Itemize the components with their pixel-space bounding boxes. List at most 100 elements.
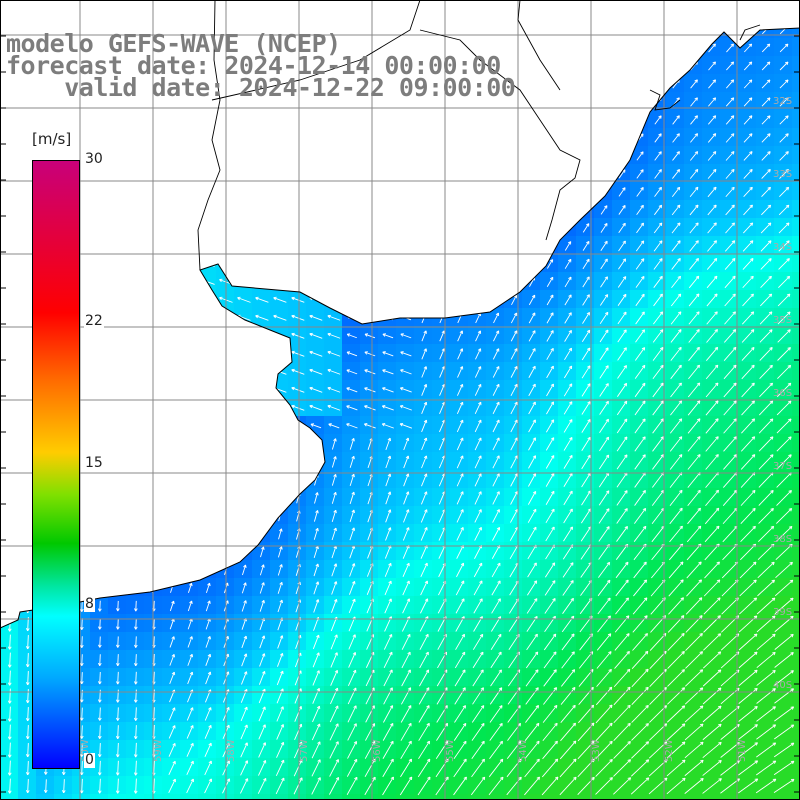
wind-arrow	[688, 275, 700, 289]
speed-cell	[612, 380, 631, 399]
speed-cell	[666, 758, 685, 777]
speed-cell	[288, 776, 307, 795]
speed-cell	[162, 794, 181, 800]
latitude-label: 38S	[773, 534, 792, 545]
longitude-label: 57W	[299, 739, 310, 762]
speed-cell	[738, 326, 757, 345]
wind-arrow	[636, 204, 644, 215]
wind-arrow	[742, 275, 754, 289]
speed-cell	[648, 686, 667, 705]
speed-cell	[594, 200, 613, 219]
speed-cell	[540, 488, 559, 507]
speed-cell	[594, 794, 613, 800]
speed-cell	[792, 380, 800, 399]
wind-arrow	[779, 61, 789, 71]
speed-cell	[0, 776, 19, 795]
speed-cell	[432, 704, 451, 723]
wind-arrow	[599, 294, 609, 306]
speed-cell	[774, 182, 793, 201]
speed-cell	[198, 794, 217, 800]
speed-cell	[540, 524, 559, 543]
speed-cell	[684, 578, 703, 597]
speed-cell	[774, 164, 793, 183]
speed-cell	[468, 578, 487, 597]
speed-cell	[342, 776, 361, 795]
speed-cell	[72, 776, 91, 795]
wind-arrow	[617, 276, 627, 288]
speed-cell	[702, 146, 721, 165]
speed-cell	[756, 794, 775, 800]
wind-arrow	[636, 151, 644, 161]
speed-cell	[234, 722, 253, 741]
speed-cell	[594, 272, 613, 291]
speed-cell	[630, 686, 649, 705]
longitude-label: 58W	[226, 739, 237, 762]
speed-cell	[774, 146, 793, 165]
speed-cell	[342, 686, 361, 705]
speed-cell	[702, 416, 721, 435]
speed-cell	[792, 578, 800, 597]
speed-cell	[630, 434, 649, 453]
speed-cell	[360, 704, 379, 723]
speed-cell	[738, 362, 757, 381]
wind-arrow	[600, 258, 608, 270]
wind-arrow	[273, 296, 287, 303]
speed-cell	[18, 722, 37, 741]
speed-cell	[558, 452, 577, 471]
wind-arrow	[707, 204, 717, 216]
speed-cell	[288, 632, 307, 651]
speed-cell	[108, 794, 127, 800]
speed-cell	[450, 434, 469, 453]
wind-arrow	[760, 293, 773, 307]
speed-cell	[702, 380, 721, 399]
speed-cell	[342, 578, 361, 597]
speed-cell	[702, 74, 721, 93]
speed-cell	[684, 200, 703, 219]
speed-cell	[702, 722, 721, 741]
speed-cell	[18, 740, 37, 759]
wind-arrow	[671, 240, 681, 252]
speed-cell	[648, 560, 667, 579]
speed-cell	[684, 128, 703, 147]
wind-arrow	[618, 222, 626, 234]
speed-cell	[270, 686, 289, 705]
wind-arrow	[724, 240, 736, 252]
speed-cell	[324, 596, 343, 615]
speed-cell	[720, 110, 739, 129]
wind-arrow	[564, 294, 572, 306]
wind-arrow	[672, 169, 681, 179]
speed-cell	[666, 182, 685, 201]
speed-cell	[594, 326, 613, 345]
speed-cell	[306, 632, 325, 651]
speed-cell	[90, 776, 109, 795]
speed-cell	[738, 470, 757, 489]
wind-arrow	[689, 222, 699, 234]
speed-cell	[414, 650, 433, 669]
speed-cell	[450, 488, 469, 507]
speed-cell	[792, 218, 800, 237]
speed-cell	[396, 704, 415, 723]
speed-cell	[324, 452, 343, 471]
speed-cell	[594, 668, 613, 687]
speed-cell	[756, 272, 775, 291]
speed-cell	[90, 668, 109, 687]
speed-cell	[342, 524, 361, 543]
speed-cell	[504, 308, 523, 327]
wind-arrow	[582, 276, 590, 288]
speed-cell	[792, 686, 800, 705]
speed-cell	[108, 596, 127, 615]
speed-cell	[270, 740, 289, 759]
speed-cell	[594, 290, 613, 309]
speed-cell	[450, 596, 469, 615]
speed-cell	[756, 110, 775, 129]
speed-cell	[396, 758, 415, 777]
speed-cell	[630, 362, 649, 381]
speed-cell	[540, 308, 559, 327]
speed-cell	[612, 326, 631, 345]
wind-arrow	[690, 133, 699, 143]
speed-cell	[756, 128, 775, 147]
speed-cell	[738, 434, 757, 453]
speed-cell	[612, 452, 631, 471]
speed-cell	[0, 740, 19, 759]
speed-cell	[432, 380, 451, 399]
